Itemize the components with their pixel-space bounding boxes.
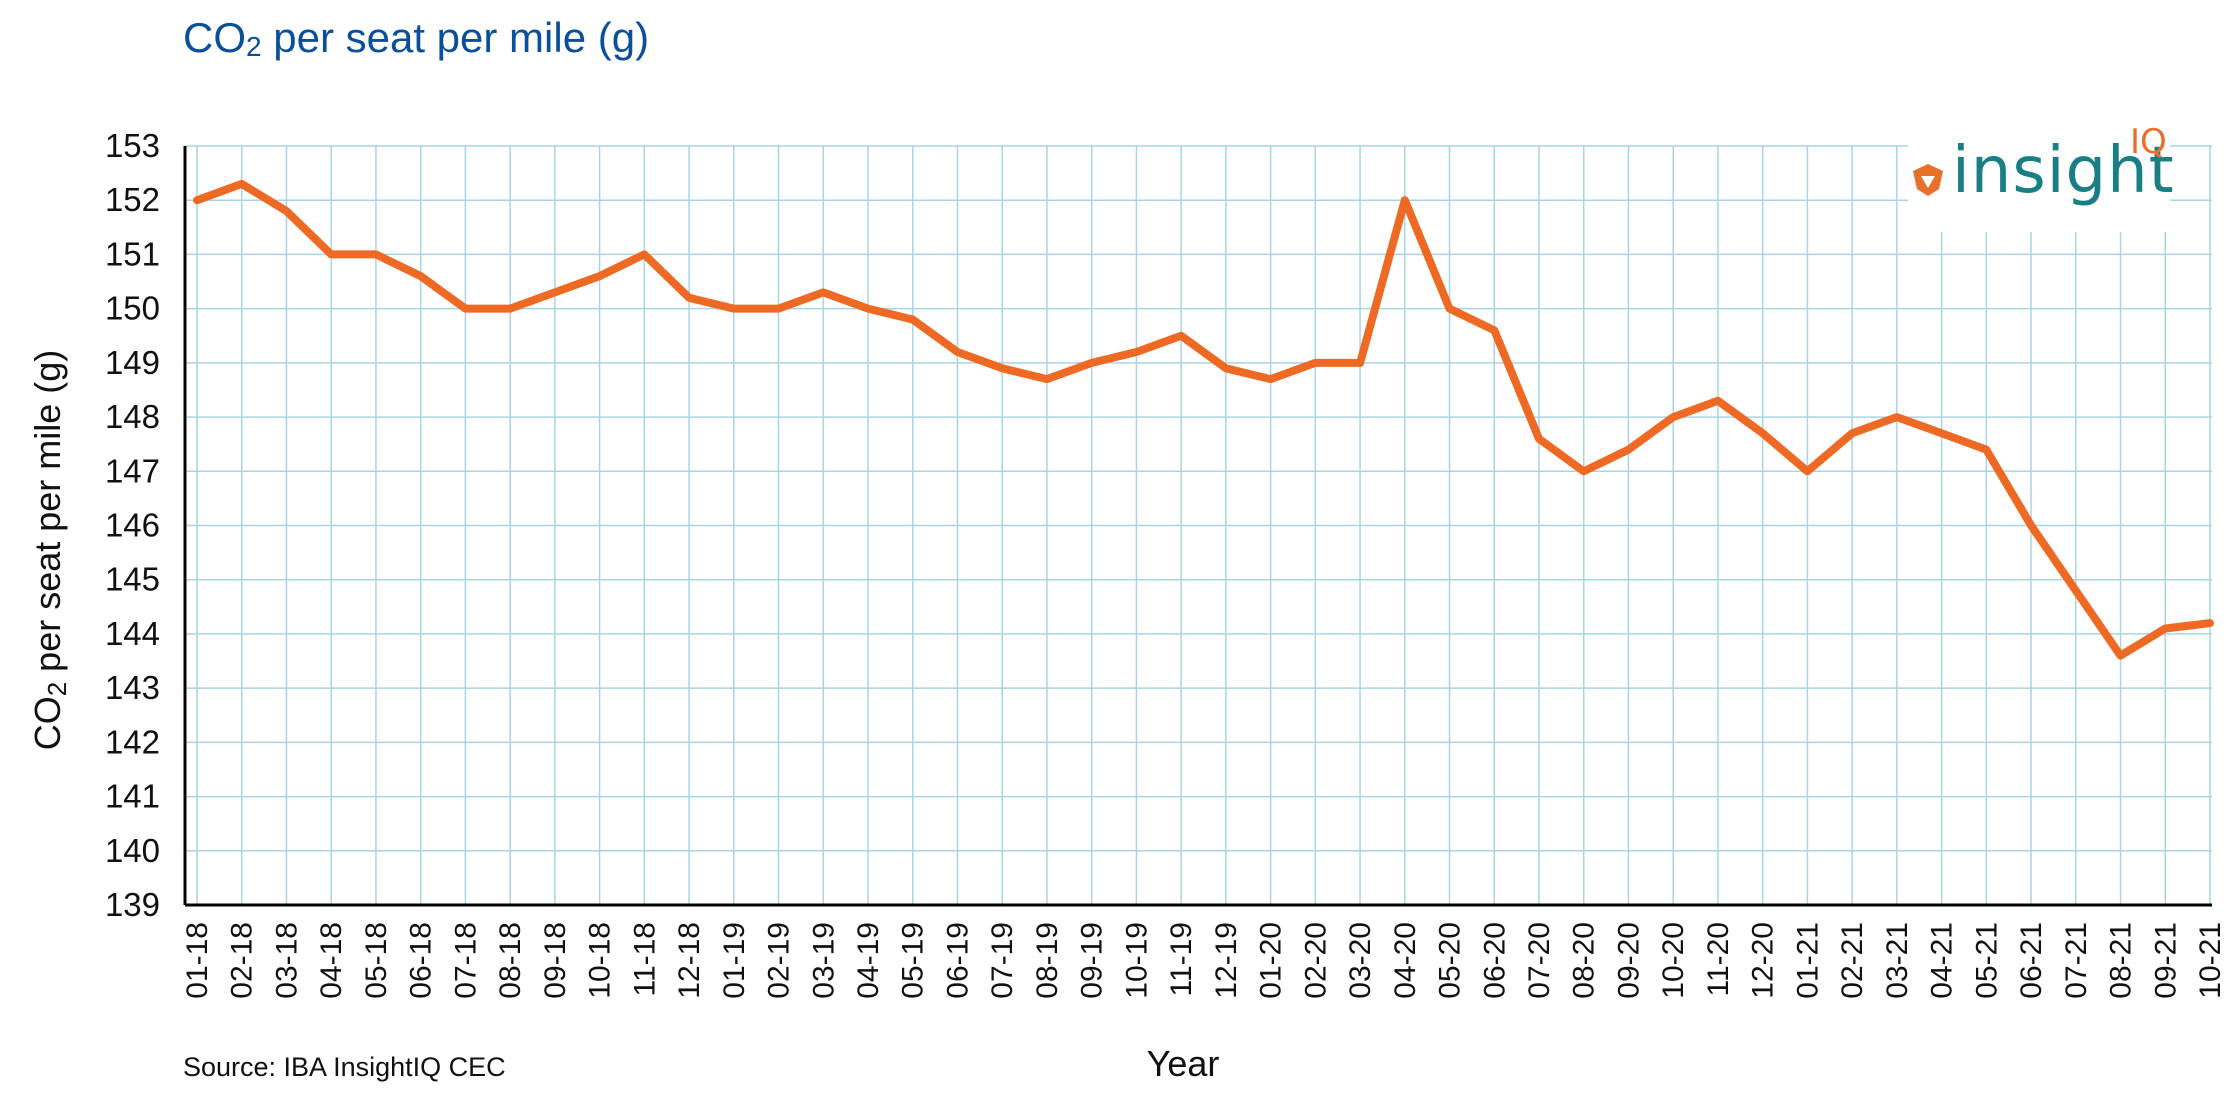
x-tick-label: 08-21 [2105, 922, 2138, 999]
x-tick-label: 10-18 [584, 922, 617, 999]
x-tick-label: 08-20 [1568, 922, 1601, 999]
y-tick-label: 147 [105, 452, 160, 489]
y-tick-label: 152 [105, 181, 160, 218]
x-tick-label: 02-18 [226, 922, 259, 999]
y-tick-label: 151 [105, 235, 160, 272]
y-axis-label: CO2 per seat per mile (g) [27, 350, 72, 751]
x-tick-label: 11-20 [1702, 922, 1735, 997]
y-tick-label: 140 [105, 832, 160, 869]
x-tick-label: 08-18 [494, 922, 527, 999]
x-tick-label: 12-20 [1747, 922, 1780, 999]
x-tick-label: 04-20 [1389, 922, 1422, 999]
x-tick-label: 01-18 [181, 922, 214, 999]
chart-title: CO2 per seat per mile (g) [183, 14, 650, 62]
x-tick-label: 02-19 [763, 922, 796, 999]
y-tick-label: 146 [105, 507, 160, 544]
insightiq-logo: insight IQ [1908, 122, 2174, 232]
y-tick-label: 149 [105, 344, 160, 381]
x-tick-label: 09-18 [539, 922, 572, 999]
x-tick-label: 07-19 [986, 922, 1019, 999]
grid-lines [185, 145, 2212, 905]
x-tick-label: 03-20 [1344, 922, 1377, 999]
x-tick-label: 10-20 [1657, 922, 1690, 999]
series-line [193, 179, 2214, 660]
x-tick-label: 07-21 [2060, 922, 2093, 999]
x-tick-label: 07-20 [1523, 922, 1556, 999]
x-tick-label: 04-18 [315, 922, 348, 999]
x-tick-label: 06-21 [2015, 922, 2048, 999]
x-tick-label: 01-21 [1791, 922, 1824, 999]
x-tick-label: 12-19 [1210, 922, 1243, 999]
y-tick-label: 143 [105, 669, 160, 706]
x-tick-label: 11-19 [1165, 922, 1198, 997]
x-tick-label: 10-19 [1120, 922, 1153, 999]
logo-iq: IQ [2130, 122, 2167, 162]
logo-text: insight [1952, 134, 2175, 208]
y-tick-labels: 139 140 141 142 143 144 145 146 147 148 149 150 151 1… [105, 127, 160, 923]
x-tick-label: 03-18 [270, 922, 303, 999]
x-tick-label: 09-21 [2149, 922, 2182, 999]
x-tick-label: 09-19 [1076, 922, 1109, 999]
x-tick-label: 05-19 [897, 922, 930, 999]
x-tick-label: 06-20 [1478, 922, 1511, 999]
x-tick-label: 06-19 [941, 922, 974, 999]
x-tick-label: 03-19 [807, 922, 840, 999]
x-tick-label: 09-20 [1612, 922, 1645, 999]
y-tick-label: 139 [105, 886, 160, 923]
y-tick-label: 150 [105, 290, 160, 327]
x-tick-label: 03-21 [1881, 922, 1914, 999]
y-tick-label: 141 [105, 778, 160, 815]
x-tick-label: 10-21 [2194, 922, 2227, 999]
y-tick-label: 142 [105, 723, 160, 760]
x-tick-label: 01-20 [1255, 922, 1288, 999]
x-tick-label: 04-19 [852, 922, 885, 999]
x-tick-label: 11-18 [628, 922, 661, 997]
x-tick-label: 07-18 [449, 922, 482, 999]
y-tick-label: 145 [105, 561, 160, 598]
source-note: Source: IBA InsightIQ CEC [183, 1052, 506, 1082]
y-tick-label: 144 [105, 615, 160, 652]
logo-shield-icon [1913, 164, 1943, 196]
x-tick-labels: 01-18 02-18 03-18 04-18 05-18 06-18 07-18 08-18… [181, 922, 2227, 999]
x-axis-label: Year [1147, 1043, 1220, 1084]
x-tick-label: 01-19 [718, 922, 751, 999]
x-tick-label: 02-21 [1836, 922, 1869, 999]
x-tick-label: 05-21 [1970, 922, 2003, 999]
x-tick-label: 08-19 [1031, 922, 1064, 999]
x-tick-label: 12-18 [673, 922, 706, 999]
y-tick-label: 148 [105, 398, 160, 435]
x-tick-label: 05-18 [360, 922, 393, 999]
x-tick-label: 05-20 [1434, 922, 1467, 999]
x-tick-label: 04-21 [1926, 922, 1959, 999]
y-tick-label: 153 [105, 127, 160, 164]
x-tick-label: 06-18 [405, 922, 438, 999]
x-tick-label: 02-20 [1299, 922, 1332, 999]
